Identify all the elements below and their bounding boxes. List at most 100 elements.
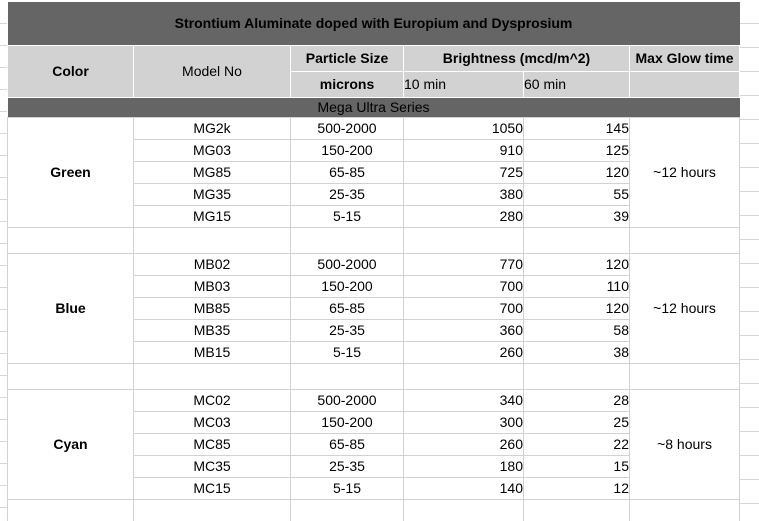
brightness-60min-cell[interactable]: 110 (523, 274, 630, 298)
model-no-cell[interactable]: MG2k (133, 116, 291, 140)
empty-cell[interactable] (133, 226, 291, 254)
model-no-cell[interactable]: MB03 (133, 274, 291, 298)
brightness-60min-cell[interactable]: 22 (523, 432, 630, 456)
max-glow-time-cell[interactable]: ~12 hours (628, 116, 741, 228)
table-title[interactable]: Strontium Aluminate doped with Europium … (7, 2, 740, 45)
empty-cell[interactable] (290, 498, 404, 521)
brightness-10min-cell[interactable]: 300 (403, 410, 524, 434)
model-no-cell[interactable]: MG85 (133, 160, 291, 184)
brightness-60min-cell[interactable]: 145 (523, 116, 630, 140)
series-banner[interactable]: Mega Ultra Series (7, 97, 740, 117)
brightness-10min-cell[interactable]: 380 (403, 182, 524, 206)
empty-cell[interactable] (628, 226, 741, 254)
brightness-60min-cell[interactable]: 28 (523, 388, 630, 412)
model-no-cell[interactable]: MG03 (133, 138, 291, 162)
model-no-cell[interactable]: MC85 (133, 432, 291, 456)
brightness-10min-cell[interactable]: 340 (403, 388, 524, 412)
col-header-60-min[interactable]: 60 min (523, 70, 630, 98)
particle-size-cell[interactable]: 65-85 (290, 296, 404, 320)
max-glow-time-cell[interactable]: ~12 hours (628, 252, 741, 364)
particle-size-cell[interactable]: 150-200 (290, 274, 404, 298)
brightness-60min-cell[interactable]: 38 (523, 340, 630, 364)
brightness-10min-cell[interactable]: 910 (403, 138, 524, 162)
brightness-10min-cell[interactable]: 280 (403, 204, 524, 228)
particle-size-cell[interactable]: 65-85 (290, 160, 404, 184)
col-header-color[interactable]: Color (7, 44, 134, 98)
brightness-10min-cell[interactable]: 725 (403, 160, 524, 184)
model-no-cell[interactable]: MG35 (133, 182, 291, 206)
particle-size-cell[interactable]: 500-2000 (290, 252, 404, 276)
brightness-60min-cell[interactable]: 125 (523, 138, 630, 162)
col-header-model-no[interactable]: Model No (133, 44, 291, 98)
empty-cell[interactable] (523, 226, 630, 254)
model-no-cell[interactable]: MC03 (133, 410, 291, 434)
brightness-60min-cell[interactable]: 25 (523, 410, 630, 434)
brightness-60min-cell[interactable]: 120 (523, 296, 630, 320)
brightness-10min-cell[interactable]: 260 (403, 432, 524, 456)
particle-size-cell[interactable]: 150-200 (290, 410, 404, 434)
color-cell[interactable]: Cyan (7, 388, 134, 500)
empty-cell[interactable] (7, 498, 134, 521)
color-cell[interactable]: Green (7, 116, 134, 228)
brightness-10min-cell[interactable]: 1050 (403, 116, 524, 140)
empty-cell[interactable] (523, 362, 630, 390)
model-no-cell[interactable]: MC35 (133, 454, 291, 478)
col-header-10-min[interactable]: 10 min (403, 70, 524, 98)
brightness-60min-cell[interactable]: 120 (523, 252, 630, 276)
empty-cell[interactable] (7, 362, 134, 390)
title-row: Strontium Aluminate doped with Europium … (7, 2, 740, 45)
empty-cell[interactable] (628, 498, 741, 521)
empty-cell[interactable] (290, 362, 404, 390)
brightness-10min-cell[interactable]: 700 (403, 274, 524, 298)
empty-cell[interactable] (133, 498, 291, 521)
particle-size-cell[interactable]: 5-15 (290, 476, 404, 500)
brightness-10min-cell[interactable]: 700 (403, 296, 524, 320)
particle-size-cell[interactable]: 500-2000 (290, 388, 404, 412)
empty-cell[interactable] (403, 362, 524, 390)
brightness-60min-cell[interactable]: 39 (523, 204, 630, 228)
brightness-60min-cell[interactable]: 12 (523, 476, 630, 500)
max-glow-time-cell[interactable]: ~8 hours (628, 388, 741, 500)
empty-cell[interactable] (290, 226, 404, 254)
particle-size-cell[interactable]: 65-85 (290, 432, 404, 456)
brightness-60min-cell[interactable]: 58 (523, 318, 630, 342)
model-no-cell[interactable]: MB85 (133, 296, 291, 320)
table-row: MC35 25-35 180 15 (8, 454, 740, 478)
brightness-10min-cell[interactable]: 770 (403, 252, 524, 276)
col-header-brightness[interactable]: Brightness (mcd/m^2) (403, 44, 630, 72)
empty-cell[interactable] (403, 226, 524, 254)
model-no-cell[interactable]: MB15 (133, 340, 291, 364)
empty-cell[interactable] (403, 498, 524, 521)
model-no-cell[interactable]: MC15 (133, 476, 291, 500)
brightness-10min-cell[interactable]: 180 (403, 454, 524, 478)
model-no-cell[interactable]: MB02 (133, 252, 291, 276)
model-no-cell[interactable]: MB35 (133, 318, 291, 342)
table-row: MB03 150-200 700 110 (8, 274, 740, 298)
brightness-10min-cell[interactable]: 140 (403, 476, 524, 500)
color-cell[interactable]: Blue (7, 252, 134, 364)
particle-size-cell[interactable]: 25-35 (290, 182, 404, 206)
particle-size-cell[interactable]: 150-200 (290, 138, 404, 162)
col-header-microns[interactable]: microns (290, 70, 404, 98)
model-no-cell[interactable]: MG15 (133, 204, 291, 228)
brightness-60min-cell[interactable]: 55 (523, 182, 630, 206)
col-header-glow-empty[interactable] (628, 70, 741, 98)
empty-cell[interactable] (7, 226, 134, 254)
particle-size-cell[interactable]: 5-15 (290, 340, 404, 364)
brightness-60min-cell[interactable]: 120 (523, 160, 630, 184)
particle-size-cell[interactable]: 500-2000 (290, 116, 404, 140)
particle-size-cell[interactable]: 25-35 (290, 454, 404, 478)
particle-size-cell[interactable]: 25-35 (290, 318, 404, 342)
empty-cell[interactable] (523, 498, 630, 521)
particle-size-cell[interactable]: 5-15 (290, 204, 404, 228)
empty-cell[interactable] (133, 362, 291, 390)
model-no-cell[interactable]: MC02 (133, 388, 291, 412)
brightness-10min-cell[interactable]: 360 (403, 318, 524, 342)
table-row: MG85 65-85 725 120 (8, 160, 740, 184)
col-header-particle-size[interactable]: Particle Size (290, 44, 404, 72)
brightness-10min-cell[interactable]: 260 (403, 340, 524, 364)
empty-cell[interactable] (628, 362, 741, 390)
col-header-max-glow-time[interactable]: Max Glow time (628, 44, 741, 72)
brightness-60min-cell[interactable]: 15 (523, 454, 630, 478)
table-row: Blue MB02 500-2000 770 120 ~12 hours (7, 252, 741, 364)
